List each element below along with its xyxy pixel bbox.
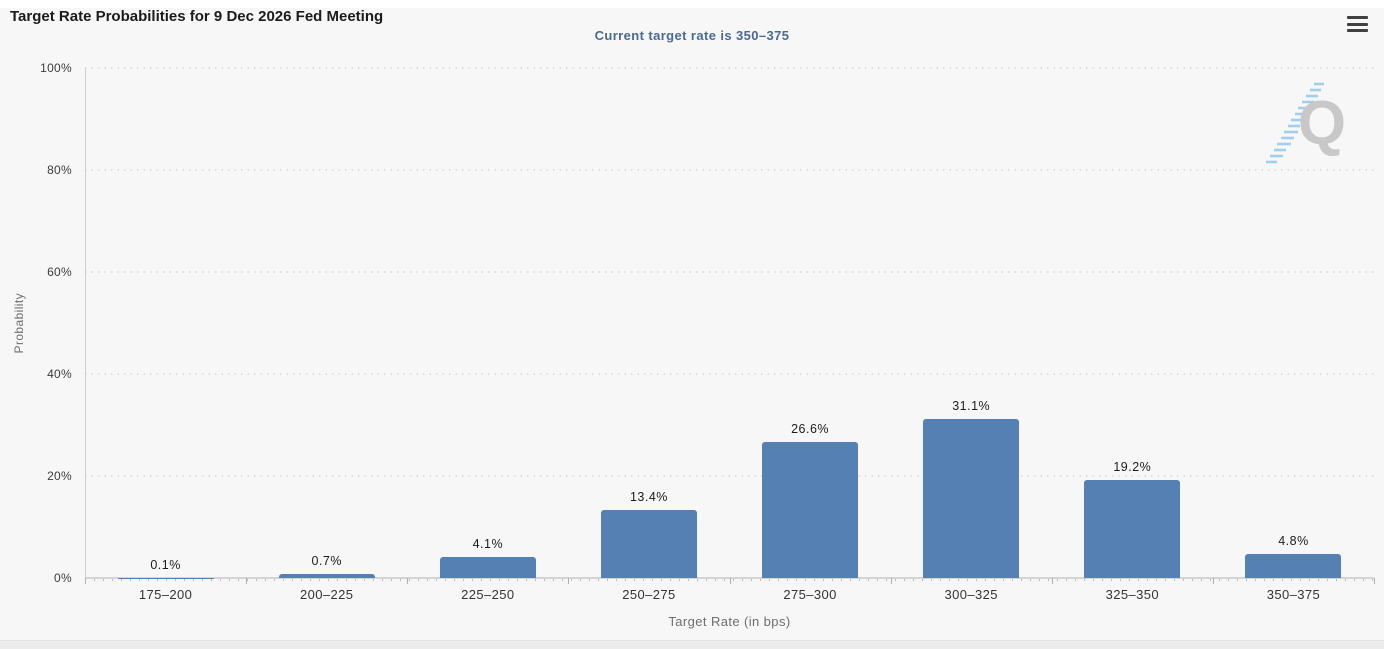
bar-value-label: 0.7% [311, 554, 342, 569]
axis-tick [568, 578, 570, 584]
axis-tick [1051, 578, 1053, 584]
category-slot: 19.2% [1052, 68, 1213, 578]
x-axis-tick-label: 175–200 [138, 587, 193, 602]
probability-bar[interactable] [923, 419, 1020, 578]
bottom-strip [0, 640, 1384, 649]
chart-context-menu-button[interactable] [1347, 16, 1368, 32]
probability-bar[interactable] [1084, 480, 1181, 578]
hamburger-icon [1347, 22, 1368, 26]
bars-row: 0.1% 0.7% 4.1% 13.4% 26.6% 31.1% 19.2% 4.8% [85, 68, 1374, 578]
axis-tick [729, 578, 731, 584]
gridline [85, 475, 1374, 477]
bar-value-label: 26.6% [791, 422, 830, 437]
x-axis-ticks [85, 578, 1375, 584]
axis-tick [246, 578, 248, 584]
bar-value-label: 4.1% [472, 537, 504, 552]
y-axis-tick-label: 60% [47, 265, 72, 279]
category-slot: 31.1% [891, 68, 1052, 578]
category-slot: 13.4% [568, 68, 729, 578]
x-axis-tick-label: 300–325 [944, 587, 998, 602]
gridline [85, 271, 1374, 273]
x-axis-tick-label: 225–250 [461, 587, 515, 602]
top-strip [0, 0, 1384, 8]
probability-bar[interactable] [600, 509, 697, 578]
bar-value-label: 31.1% [952, 399, 991, 414]
x-axis-tick-label: 200–225 [299, 587, 354, 602]
axis-tick [85, 578, 86, 584]
chart-subtitle: Current target rate is 350–375 [594, 28, 790, 43]
y-axis-tick-label: 0% [54, 571, 72, 585]
x-axis-title: Target Rate (in bps) [668, 614, 791, 629]
plot-area: 0.1% 0.7% 4.1% 13.4% 26.6% 31.1% 19.2% 4.8% [85, 67, 1374, 579]
category-slot: 26.6% [730, 68, 891, 578]
probability-bar[interactable] [117, 577, 214, 578]
hamburger-icon [1347, 29, 1368, 32]
category-slot: 0.7% [246, 68, 407, 578]
x-axis-tick-label: 250–275 [622, 587, 676, 602]
gridline [85, 169, 1374, 171]
bar-value-label: 4.8% [1278, 533, 1309, 548]
bar-value-label: 13.4% [629, 489, 668, 504]
x-axis-tick-label: 350–375 [1266, 587, 1321, 602]
category-slot: 4.8% [1213, 68, 1374, 578]
axis-tick [1212, 578, 1214, 584]
category-slot: 0.1% [85, 68, 246, 578]
y-axis-labels: 0% 20% 40% 60% 80% 100% [0, 61, 79, 585]
probability-bar[interactable] [439, 557, 536, 578]
gridline [85, 373, 1374, 375]
probability-bar[interactable] [1245, 553, 1342, 578]
bar-value-label: 19.2% [1113, 460, 1152, 475]
category-slot: 4.1% [407, 68, 568, 578]
y-axis-line [85, 68, 86, 578]
x-axis-labels: 175–200 200–225 225–250 250–275 275–300 300–3… [85, 587, 1374, 602]
axis-tick [407, 578, 409, 584]
chart-title: Target Rate Probabilities for 9 Dec 2026… [10, 8, 384, 25]
bar-value-label: 0.1% [150, 557, 181, 572]
svg-text:Q: Q [1298, 89, 1346, 158]
y-axis-tick-label: 20% [47, 469, 72, 483]
y-axis-tick-label: 40% [47, 367, 72, 381]
hamburger-icon [1347, 16, 1368, 19]
x-axis-tick-label: 275–300 [783, 587, 837, 602]
axis-tick [1374, 578, 1375, 584]
quikstrike-q-watermark-icon: Q [1264, 76, 1350, 173]
probability-bar[interactable] [278, 574, 375, 578]
probability-bar[interactable] [762, 442, 859, 578]
x-axis-tick-label: 325–350 [1105, 587, 1160, 602]
y-axis-tick-label: 80% [47, 163, 72, 177]
y-axis-tick-label: 100% [40, 61, 72, 75]
axis-tick [890, 578, 892, 584]
gridline [85, 67, 1374, 69]
